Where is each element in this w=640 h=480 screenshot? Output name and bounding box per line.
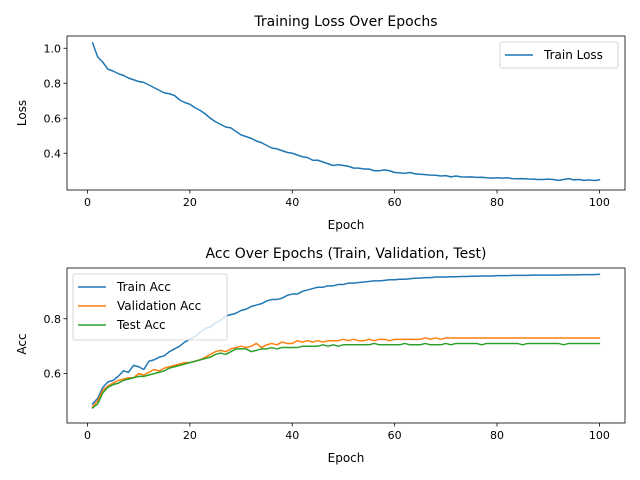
legend: Train Loss [499, 41, 619, 69]
x-tick-label: 20 [183, 196, 197, 209]
x-tick-label: 80 [490, 429, 504, 442]
legend-label: Validation Acc [117, 299, 201, 313]
acc-chart: Acc Over Epochs (Train, Validation, Test… [15, 246, 626, 465]
x-tick-label: 80 [490, 196, 504, 209]
loss-chart-xlabel: Epoch [328, 218, 365, 232]
series-line-validation-acc [91, 337, 601, 408]
y-tick-label: 1.0 [44, 42, 62, 55]
acc-chart-ylabel: Acc [15, 333, 29, 354]
x-tick-label: 40 [285, 429, 299, 442]
loss-chart-ylabel: Loss [15, 100, 29, 126]
loss-chart: Training Loss Over Epochs 0 20 40 60 80 100 0.… [15, 14, 626, 232]
legend-box [499, 41, 619, 69]
x-tick-label: 100 [589, 429, 610, 442]
legend-box [72, 273, 228, 341]
series-line-train-acc [91, 273, 601, 405]
acc-chart-plot-area: 0 20 40 60 80 100 0.6 0.8 Train Acc Validation Ac… [44, 267, 626, 442]
x-tick-label: 100 [589, 196, 610, 209]
y-tick-label: 0.4 [44, 147, 62, 160]
y-tick-label: 0.6 [44, 112, 62, 125]
y-tick-label: 0.8 [44, 313, 62, 326]
legend: Train Acc Validation Acc Test Acc [72, 273, 228, 341]
x-tick-label: 60 [388, 429, 402, 442]
loss-chart-title: Training Loss Over Epochs [253, 14, 437, 30]
x-tick-label: 60 [388, 196, 402, 209]
series-line-train-loss [91, 42, 601, 182]
y-tick-label: 0.8 [44, 77, 62, 90]
x-tick-label: 0 [84, 429, 91, 442]
loss-chart-plot-area: 0 20 40 60 80 100 0.4 0.6 0.8 1.0 Train Loss [44, 35, 626, 209]
axes-frame [66, 267, 626, 424]
acc-chart-xlabel: Epoch [328, 451, 365, 465]
y-tick-label: 0.6 [44, 368, 62, 381]
x-tick-label: 20 [183, 429, 197, 442]
acc-chart-title: Acc Over Epochs (Train, Validation, Test… [206, 246, 487, 262]
x-tick-label: 0 [84, 196, 91, 209]
legend-label: Train Loss [543, 48, 603, 62]
legend-label: Train Acc [116, 280, 171, 294]
series-line-test-acc [91, 342, 601, 409]
x-tick-label: 40 [285, 196, 299, 209]
axes-frame [66, 35, 626, 191]
legend-label: Test Acc [116, 318, 166, 332]
